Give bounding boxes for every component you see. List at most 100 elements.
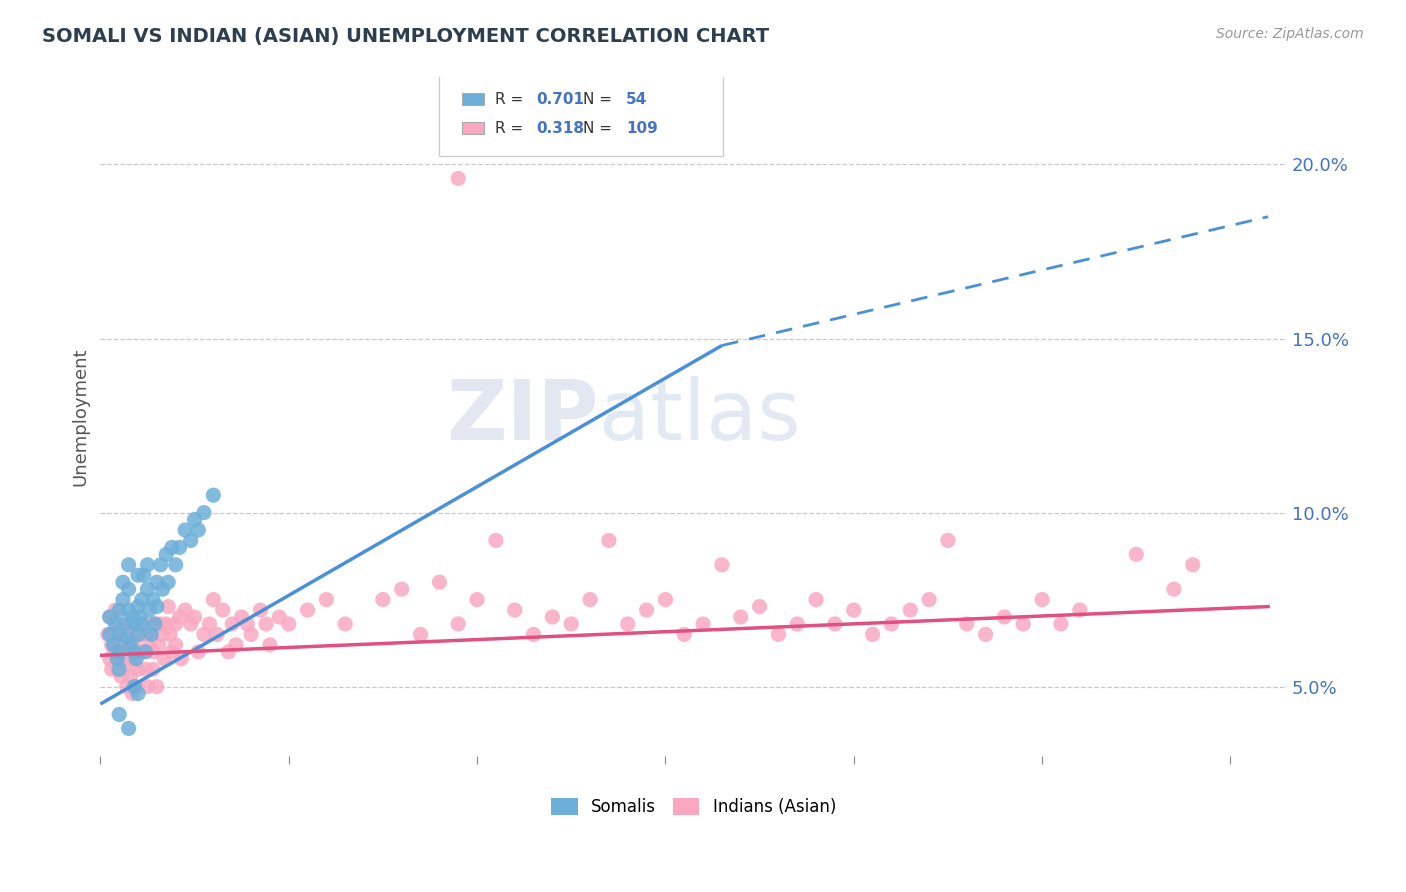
Point	[104, 617, 127, 632]
Point	[138, 603, 160, 617]
Point	[149, 617, 172, 632]
Point	[110, 669, 132, 683]
Point	[202, 592, 225, 607]
Point	[155, 617, 177, 632]
Point	[522, 627, 544, 641]
Point	[579, 592, 602, 607]
Point	[127, 627, 149, 641]
Point	[127, 662, 149, 676]
Point	[111, 592, 134, 607]
Point	[122, 634, 145, 648]
Point	[183, 610, 205, 624]
Point	[111, 645, 134, 659]
Point	[129, 610, 152, 624]
Point	[170, 652, 193, 666]
Point	[786, 617, 808, 632]
Point	[120, 669, 142, 683]
Point	[105, 652, 128, 666]
Point	[127, 687, 149, 701]
Point	[193, 506, 215, 520]
Point	[120, 638, 142, 652]
Point	[132, 645, 155, 659]
Point	[117, 558, 139, 572]
Point	[108, 707, 131, 722]
Point	[710, 558, 733, 572]
Point	[465, 592, 488, 607]
Point	[100, 638, 122, 652]
Point	[117, 638, 139, 652]
Text: N =: N =	[583, 120, 617, 136]
Point	[125, 652, 148, 666]
Point	[121, 687, 143, 701]
Point	[111, 662, 134, 676]
Point	[429, 575, 451, 590]
Text: atlas: atlas	[599, 376, 800, 458]
Point	[254, 617, 277, 632]
Point	[114, 617, 136, 632]
Point	[673, 627, 696, 641]
Point	[824, 617, 846, 632]
Point	[231, 610, 253, 624]
Point	[1069, 603, 1091, 617]
Point	[259, 638, 281, 652]
Point	[98, 627, 121, 641]
Point	[143, 617, 166, 632]
Point	[165, 558, 187, 572]
Point	[125, 680, 148, 694]
FancyBboxPatch shape	[463, 93, 484, 105]
Point	[249, 603, 271, 617]
Point	[277, 617, 299, 632]
Point	[157, 599, 180, 614]
Point	[122, 617, 145, 632]
Point	[143, 617, 166, 632]
Point	[132, 568, 155, 582]
Point	[157, 575, 180, 590]
Point	[131, 592, 153, 607]
Point	[108, 603, 131, 617]
Point	[127, 568, 149, 582]
Point	[103, 627, 125, 641]
Point	[152, 627, 174, 641]
Point	[122, 655, 145, 669]
Point	[880, 617, 903, 632]
Point	[131, 617, 153, 632]
Point	[160, 645, 183, 659]
Point	[117, 652, 139, 666]
Point	[169, 610, 191, 624]
Point	[98, 610, 121, 624]
Point	[117, 582, 139, 597]
Point	[217, 645, 239, 659]
Text: SOMALI VS INDIAN (ASIAN) UNEMPLOYMENT CORRELATION CHART: SOMALI VS INDIAN (ASIAN) UNEMPLOYMENT CO…	[42, 27, 769, 45]
Point	[541, 610, 564, 624]
Point	[180, 533, 202, 548]
Text: R =: R =	[495, 120, 529, 136]
Point	[136, 582, 159, 597]
Point	[108, 652, 131, 666]
Point	[121, 610, 143, 624]
Point	[127, 599, 149, 614]
Point	[142, 645, 165, 659]
Point	[97, 627, 120, 641]
Point	[503, 603, 526, 617]
Point	[159, 627, 181, 641]
Point	[240, 627, 263, 641]
Point	[135, 645, 157, 659]
Point	[225, 638, 247, 652]
Point	[187, 523, 209, 537]
Legend: Somalis, Indians (Asian): Somalis, Indians (Asian)	[544, 791, 842, 822]
Point	[117, 603, 139, 617]
Point	[180, 617, 202, 632]
Point	[129, 645, 152, 659]
Point	[842, 603, 865, 617]
Point	[193, 627, 215, 641]
Point	[993, 610, 1015, 624]
Point	[956, 617, 979, 632]
Point	[104, 603, 127, 617]
Point	[1031, 592, 1053, 607]
Point	[98, 610, 121, 624]
Point	[616, 617, 638, 632]
Point	[100, 662, 122, 676]
Point	[115, 631, 138, 645]
Point	[108, 638, 131, 652]
Point	[202, 488, 225, 502]
